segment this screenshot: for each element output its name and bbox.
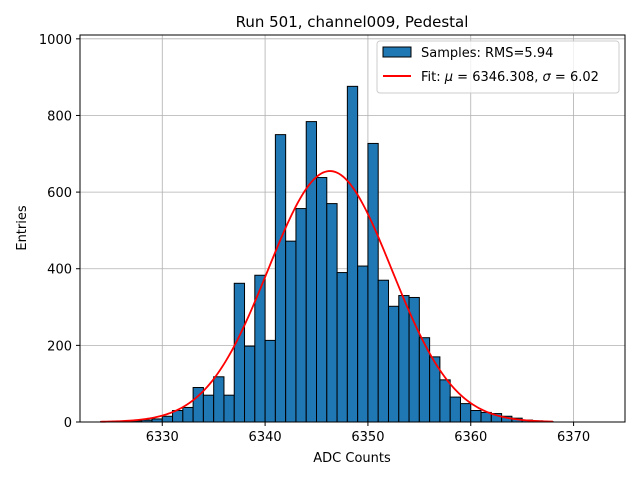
- y-tick-label: 1000: [39, 33, 72, 48]
- histogram-bar: [182, 406, 194, 423]
- histogram-bar: [326, 203, 338, 423]
- histogram-bar: [316, 177, 328, 423]
- x-tick-label: 6350: [351, 430, 384, 445]
- histogram-bar: [213, 376, 225, 423]
- histogram-bar: [346, 85, 359, 423]
- histogram-bars: [100, 85, 554, 423]
- legend-fit-sigma-value: 6.02: [570, 70, 599, 85]
- legend-fit-sigma-symbol: σ: [543, 70, 552, 85]
- chart-title: Run 501, channel009, Pedestal: [236, 13, 469, 31]
- x-axis-label: ADC Counts: [313, 451, 391, 466]
- histogram-bar: [295, 208, 307, 423]
- x-tick-label: 6370: [557, 430, 590, 445]
- histogram-bar: [398, 295, 410, 423]
- legend-fit-prefix: Fit:: [421, 70, 445, 85]
- histogram-bar: [233, 282, 246, 423]
- histogram-bar: [387, 305, 400, 423]
- histogram-bar: [305, 121, 318, 423]
- x-tick-label: 6330: [146, 430, 179, 445]
- y-tick-label: 200: [47, 339, 72, 354]
- histogram-bar: [244, 345, 256, 423]
- fit-curve-group: [100, 170, 554, 423]
- legend-label-samples: Samples: RMS=5.94: [421, 46, 553, 61]
- histogram-bar: [367, 142, 379, 423]
- y-tick-label: 600: [47, 186, 72, 201]
- histogram-bar: [449, 396, 461, 423]
- histogram-bar: [377, 279, 389, 423]
- y-tick-label: 0: [64, 416, 72, 431]
- histogram-bar: [285, 240, 297, 423]
- x-tick-label: 6360: [454, 430, 487, 445]
- plot-area-frame: [79, 34, 626, 423]
- fit-curve: [100, 170, 554, 423]
- histogram-bar: [264, 339, 276, 423]
- y-tick-label: 400: [47, 263, 72, 278]
- histogram-bar: [161, 415, 174, 423]
- y-tick-label: 800: [47, 109, 72, 124]
- histogram-bar: [459, 403, 472, 423]
- legend-label-fit: Fit: μ = 6346.308, σ = 6.02: [421, 70, 599, 85]
- histogram-bar: [274, 134, 287, 423]
- x-tick-label: 6340: [249, 430, 282, 445]
- legend-box: [376, 40, 620, 94]
- legend-swatch-samples: [382, 46, 412, 58]
- y-axis-label: Entries: [15, 205, 30, 251]
- histogram-bar: [470, 410, 482, 423]
- legend-fit-mu-value: 6346.308: [472, 70, 534, 85]
- histogram-bar: [439, 379, 451, 423]
- legend-fit-mu-symbol: μ: [444, 70, 453, 85]
- legend: Samples: RMS=5.94 Fit: μ = 6346.308, σ =…: [376, 40, 620, 94]
- histogram-bar: [336, 272, 348, 423]
- histogram-bar: [223, 394, 235, 423]
- axis-ticks: 6330 6340 6350 6360 6370 0 200 400 600 800 1000: [39, 33, 590, 445]
- histogram-bar: [202, 394, 215, 423]
- histogram-bar: [357, 265, 369, 423]
